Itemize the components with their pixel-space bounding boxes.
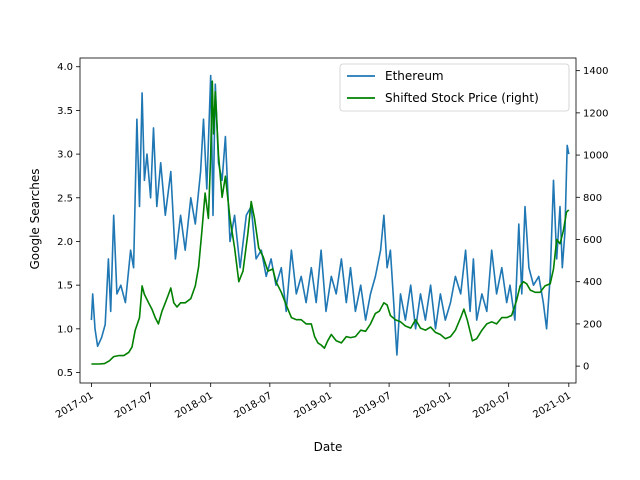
legend: Ethereum Shifted Stock Price (right) <box>339 63 570 112</box>
x-tick-label: 2020-01 <box>412 390 454 420</box>
x-axis-label: Date <box>314 440 343 454</box>
legend-box <box>339 63 570 112</box>
y-left-tick-label: 1.5 <box>57 281 73 292</box>
y-right-tick-label: 400 <box>583 277 602 288</box>
axes-frame <box>79 57 577 384</box>
legend-entry: Ethereum <box>385 69 444 83</box>
y-right-tick-label: 0 <box>583 362 589 373</box>
x-tick-label: 2019-01 <box>293 390 335 420</box>
y-right-tick-label: 200 <box>583 319 602 330</box>
x-tick-label: 2020-07 <box>471 390 513 420</box>
series-line-stock-price <box>91 80 570 365</box>
plot-background <box>80 58 576 383</box>
x-tick-label: 2017-01 <box>54 390 96 420</box>
y-right-tick-label: 1400 <box>583 66 608 77</box>
y-left-tick-label: 3.5 <box>57 106 73 117</box>
y-right-tick-label: 800 <box>583 193 602 204</box>
y-left-tick-label: 2.0 <box>57 237 73 248</box>
y-right-tick-label: 1000 <box>583 151 608 162</box>
x-tick-label: 2021-01 <box>531 390 573 420</box>
plot-area <box>80 58 576 383</box>
series-layer <box>90 74 570 365</box>
legend-entry: Shifted Stock Price (right) <box>385 91 539 105</box>
y-left-tick-label: 2.5 <box>57 193 73 204</box>
y-right-tick-label: 1200 <box>583 108 608 119</box>
y-right-tick-label: 600 <box>583 235 602 246</box>
x-tick-label: 2018-01 <box>173 390 215 420</box>
axes-layer <box>79 57 577 384</box>
series-line-ethereum <box>90 74 570 356</box>
x-tick-label: 2017-07 <box>113 390 155 420</box>
y-left-tick-label: 3.0 <box>57 150 73 161</box>
y-left-tick-label: 0.5 <box>57 368 73 379</box>
x-tick-label: 2018-07 <box>232 390 274 420</box>
y-left-tick-label: 1.0 <box>57 324 73 335</box>
x-tick-label: 2019-07 <box>352 390 394 420</box>
y-left-tick-label: 4.0 <box>57 62 73 73</box>
y-axis-left-label: Google Searches <box>28 169 42 270</box>
